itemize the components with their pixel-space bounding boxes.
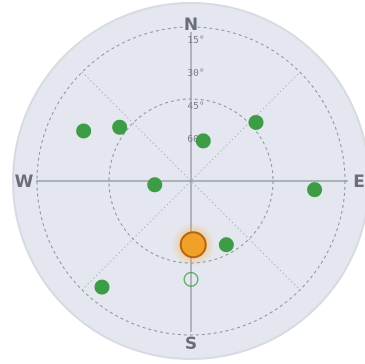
- cardinal-labels: N S W E: [15, 15, 365, 354]
- cardinal-east: E: [353, 172, 365, 192]
- satellite-marker[interactable]: [76, 123, 92, 139]
- satellite-marker[interactable]: [112, 119, 128, 135]
- satellite-marker[interactable]: [218, 237, 234, 253]
- satellite-marker[interactable]: [248, 114, 264, 130]
- sun-marker: [179, 231, 207, 259]
- diagonal-nw-se: [81, 71, 301, 291]
- satellite-marker-untracked[interactable]: [183, 271, 199, 287]
- elevation-label-45: 45°: [187, 101, 204, 112]
- diagonal-ne-sw: [81, 71, 301, 291]
- satellite-marker[interactable]: [147, 177, 163, 193]
- satellite-marker[interactable]: [307, 182, 323, 198]
- satellite-marker[interactable]: [195, 133, 211, 149]
- elevation-label-30: 30°: [187, 68, 204, 79]
- elevation-label-15: 15°: [187, 35, 204, 46]
- satellite-layer: [76, 114, 323, 295]
- cardinal-west: W: [15, 172, 34, 192]
- satellite-marker[interactable]: [94, 279, 110, 295]
- sun-layer: [171, 222, 216, 267]
- cardinal-north: N: [184, 15, 198, 35]
- cardinal-south: S: [185, 334, 197, 354]
